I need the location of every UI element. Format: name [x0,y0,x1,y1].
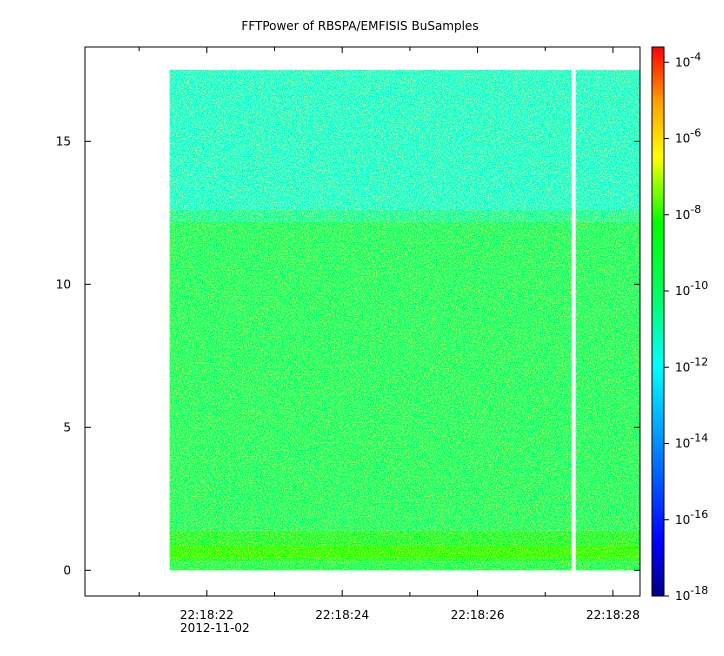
colorbar-tick-exponent: -8 [690,203,701,216]
y-tick-label: 15 [56,134,71,148]
colorbar-tick-label: 10-14 [675,432,708,451]
spectrogram-data [169,69,641,571]
colorbar-tick-label: 10-10 [675,279,708,298]
y-tick-label: 0 [63,563,71,577]
colorbar-tick-exponent: -6 [690,127,701,140]
colorbar-tick-exponent: -16 [690,508,708,521]
colorbar-tick-exponent: -18 [690,584,708,597]
data-gap [571,69,576,571]
x-tick-label: 22:18:24 [315,608,369,622]
power-band-2 [169,545,641,558]
power-band-6 [169,69,641,210]
y-tick-label: 5 [63,420,71,434]
y-tick-label: 10 [56,277,71,291]
colorbar-axis: 10-18 10-16 10-14 10-12 10-10 10-8 10-6 10-4 [664,50,708,603]
power-band-1 [169,557,641,562]
colorbar-tick-label: 10-16 [675,508,708,527]
colorbar-tick-label: 10-12 [675,355,708,374]
colorbar-tick-label: 10-18 [675,584,708,603]
plot-frame [84,46,641,597]
x-tick-label: 22:18:28 [586,608,640,622]
chart-title: FFTPower of RBSPA/EMFISIS BuSamples [241,19,478,33]
colorbar-tick-exponent: -4 [690,50,701,63]
x-tick-date-label: 2012-11-02 [180,621,250,635]
colorbar-tick-exponent: -10 [690,279,708,292]
colorbar-tick-exponent: -12 [690,355,708,368]
colorbar-tick-exponent: -14 [690,432,708,445]
colorbar-tick-label: 10-6 [675,127,701,146]
power-band-5 [169,209,641,222]
power-band-0 [169,561,641,571]
colorbar-tick-label: 10-4 [675,50,701,69]
x-tick-label: 22:18:26 [451,608,505,622]
power-band-4 [169,221,641,531]
power-band-3 [169,530,641,546]
y-axis: 0 5 10 15 [56,134,640,577]
colorbar-tick-label: 10-8 [675,203,701,222]
colorbar [651,46,665,597]
x-tick-label: 22:18:22 [180,608,234,622]
